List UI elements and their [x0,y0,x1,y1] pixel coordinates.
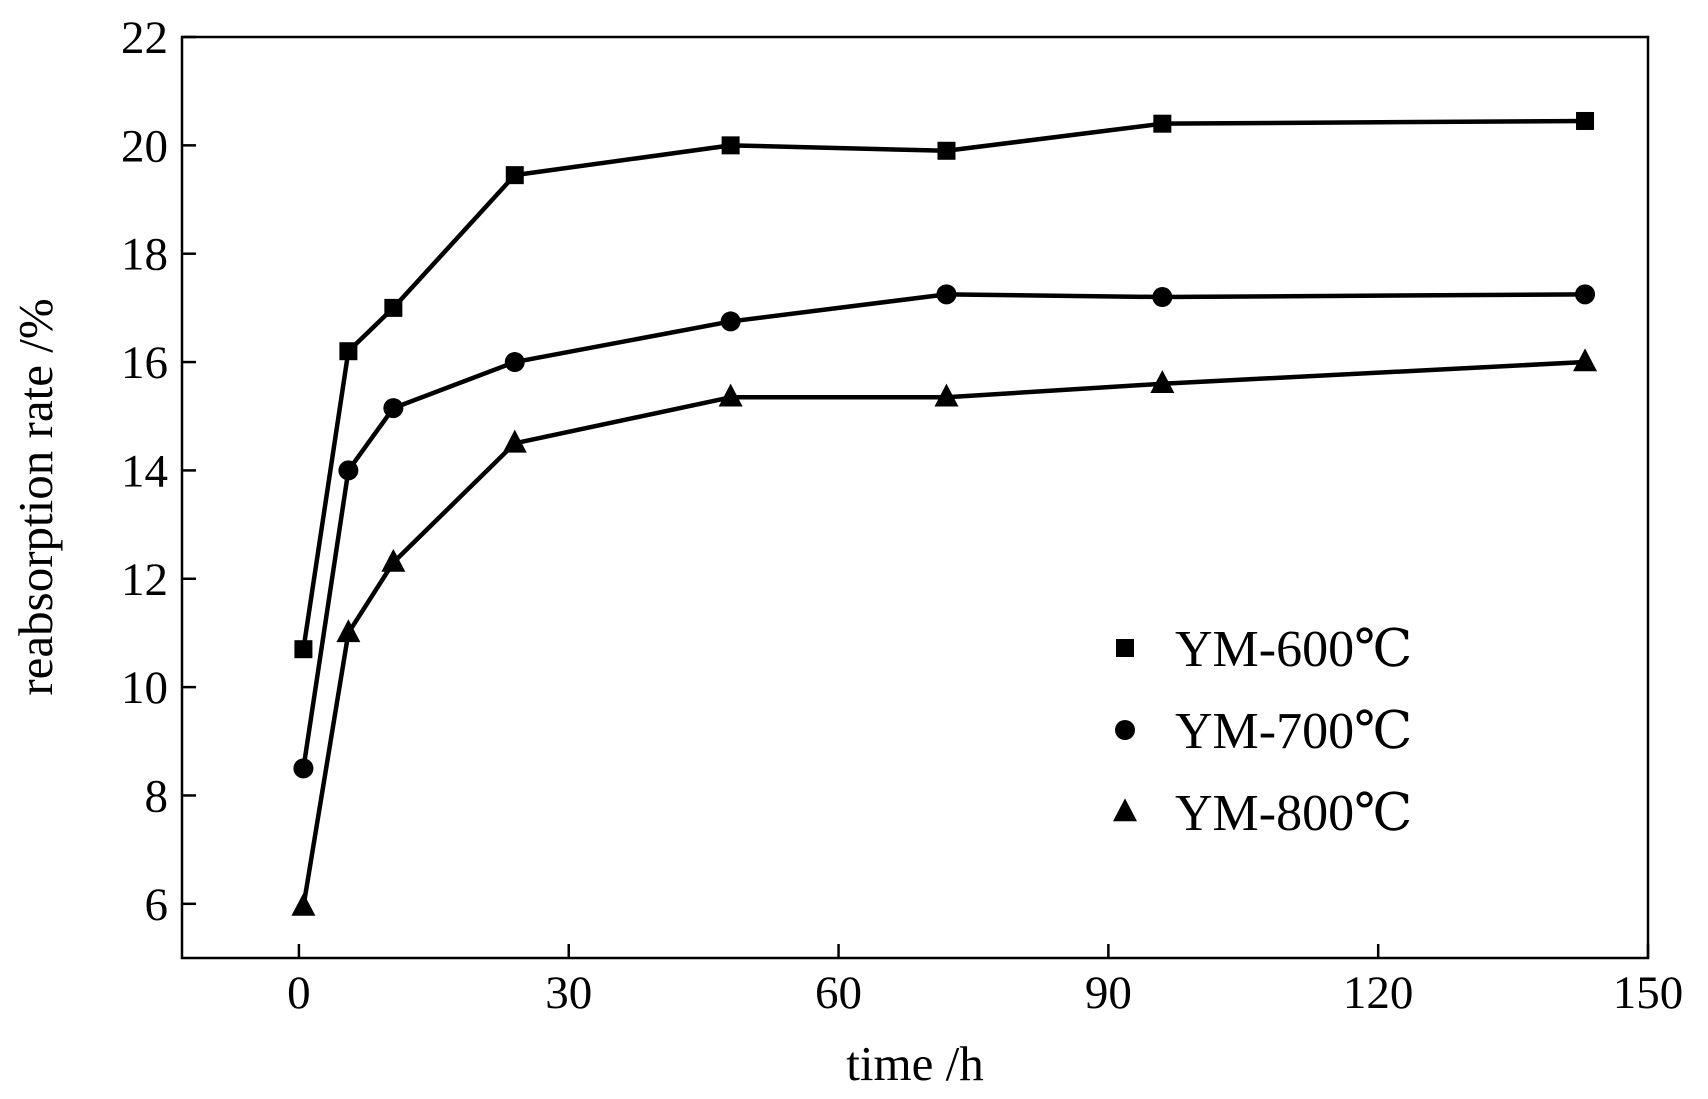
legend-marker-square [1116,639,1134,657]
data-point-square [721,136,740,155]
data-point-square [937,141,956,160]
data-point-triangle [1573,348,1598,372]
legend-label: YM-600℃ [1175,621,1412,678]
y-axis: 6 8 10 12 14 16 18 20 22 [121,12,196,931]
series-square [294,111,1595,659]
legend-item: YM-700℃ [1115,703,1412,760]
data-point-square [339,342,358,361]
data-point-triangle [1150,370,1175,393]
legend-marker-circle [1115,720,1135,740]
plot-frame [180,35,1650,960]
legend-label: YM-700℃ [1175,703,1412,760]
data-point-square [505,166,524,185]
y-tick-label: 20 [121,120,168,172]
data-point-triangle [381,548,406,572]
y-tick-label: 6 [145,879,169,931]
y-tick-label: 8 [145,770,169,822]
legend-label: YM-800℃ [1175,785,1412,842]
x-axis: 0 30 60 90 120 150 [287,944,1683,1019]
data-point-triangle [934,383,959,407]
y-tick-label: 14 [121,445,168,497]
data-point-triangle [502,429,527,453]
data-point-triangle [718,383,743,407]
data-point-circle [936,284,957,305]
legend-item: YM-600℃ [1116,621,1412,678]
data-point-circle [1575,284,1596,305]
y-tick-label: 12 [121,554,168,606]
y-tick-label: 10 [121,662,168,714]
data-point-circle [338,460,359,481]
y-axis-title: reabsorption rate /% [8,298,63,695]
data-point-square [294,640,313,659]
legend-item: YM-800℃ [1113,785,1412,842]
legend: YM-600℃ YM-700℃ YM-800℃ [1113,621,1412,842]
x-tick-label: 0 [287,967,311,1019]
data-point-square [384,298,403,317]
data-point-circle [1152,287,1173,308]
series-circle [293,284,1596,779]
data-point-triangle [336,619,361,643]
series-line [301,359,1586,907]
y-tick-label: 22 [121,12,168,64]
series-triangle [291,348,1598,916]
data-point-square [1576,111,1595,130]
x-axis-title: time /h [846,1036,983,1091]
series-layer [291,111,1598,916]
x-tick-label: 90 [1085,967,1132,1019]
x-tick-label: 60 [815,967,862,1019]
data-point-square [1153,114,1172,133]
y-tick-label: 16 [121,337,168,389]
data-point-circle [383,398,404,419]
data-point-circle [720,311,741,332]
x-tick-label: 30 [545,967,592,1019]
data-point-circle [293,758,314,779]
x-tick-label: 120 [1343,967,1414,1019]
y-tick-label: 18 [121,229,168,281]
series-line [301,292,1586,769]
data-point-triangle [291,892,316,916]
x-tick-label: 150 [1613,967,1684,1019]
legend-marker-triangle [1113,798,1137,822]
data-point-circle [504,352,525,373]
